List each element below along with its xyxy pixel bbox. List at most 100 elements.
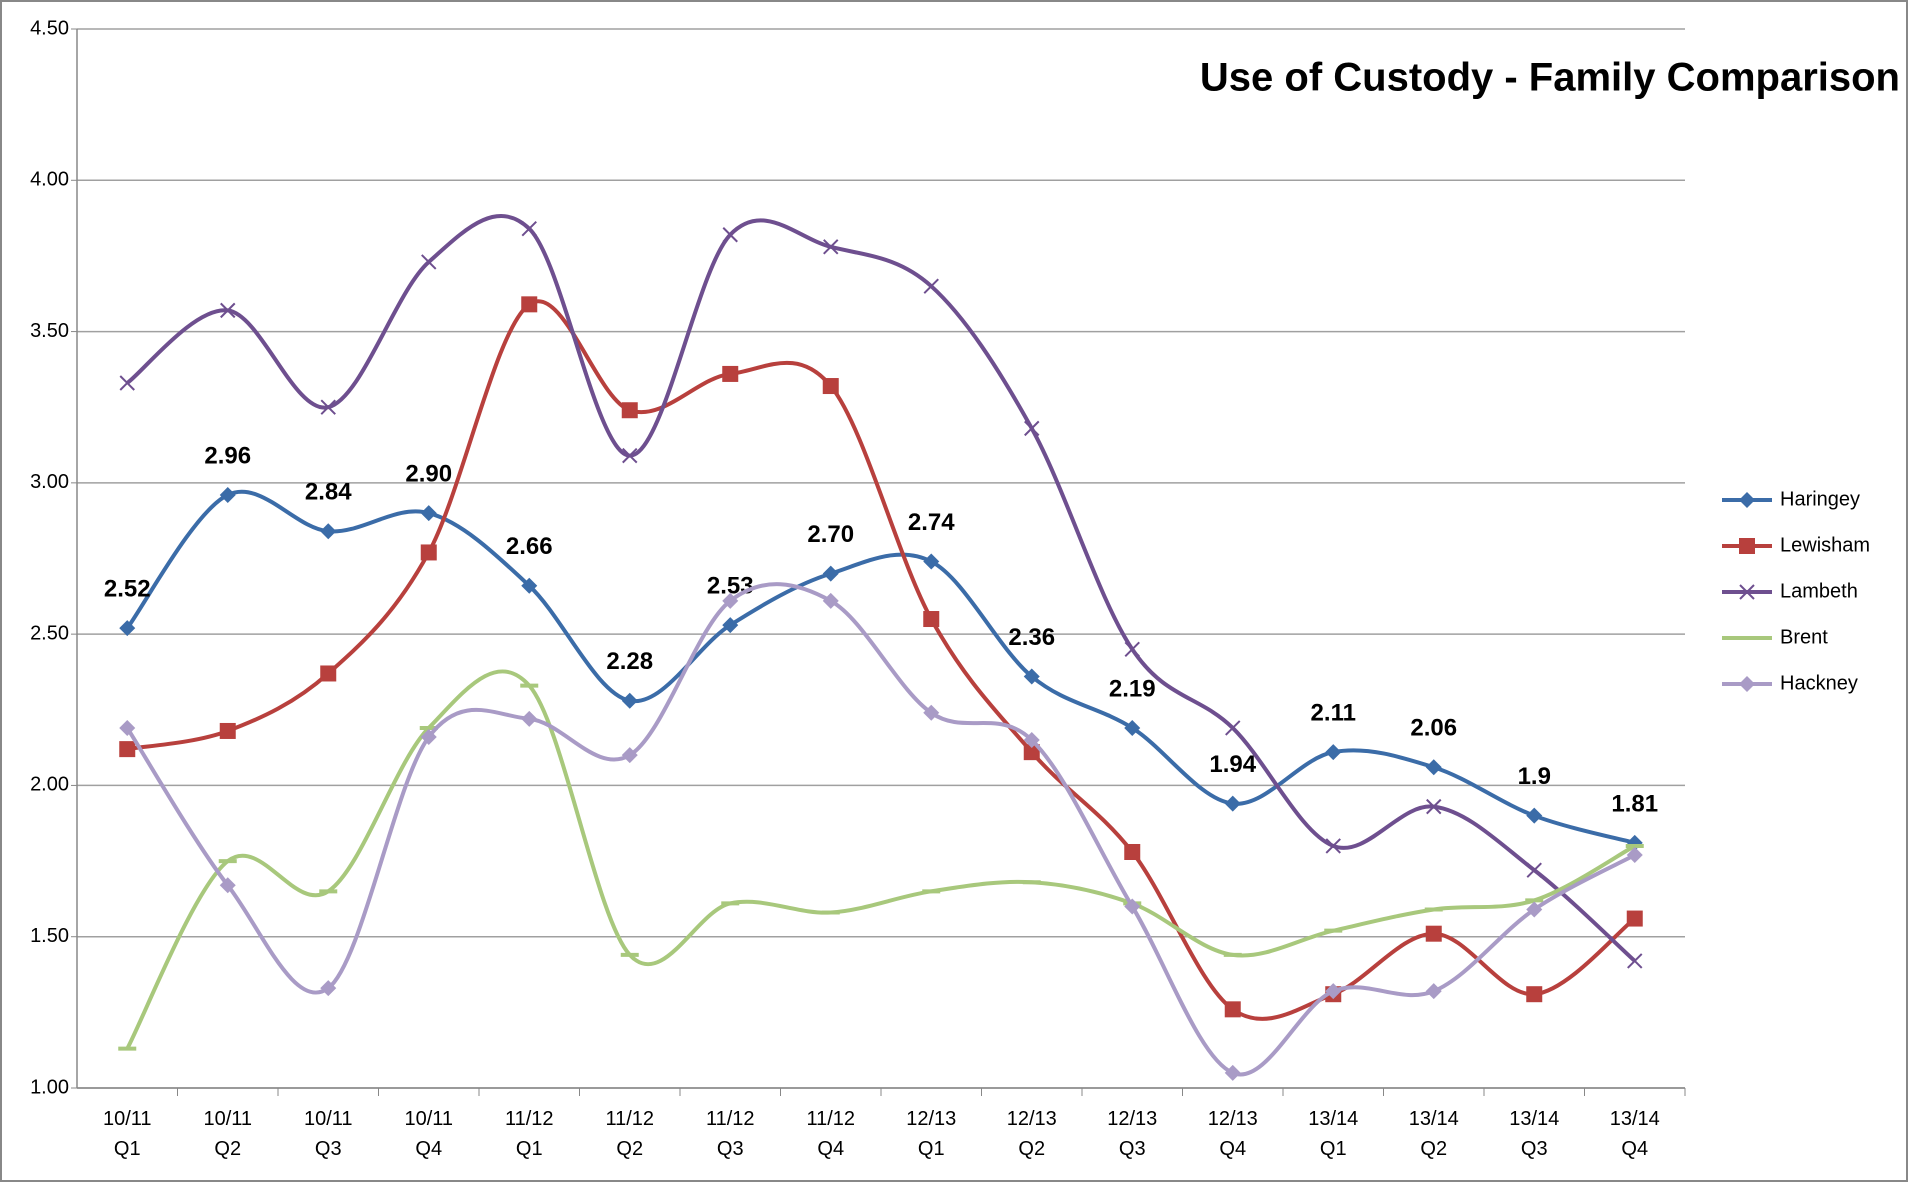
data-point [1325, 838, 1341, 854]
data-point [1626, 847, 1643, 864]
data-point [1526, 901, 1543, 918]
y-tick-label: 1.00 [30, 1076, 69, 1098]
x-tick-label-line: Q3 [1119, 1138, 1146, 1160]
x-tick-label-line: 12/13 [1007, 1108, 1057, 1130]
x-tick-label-line: 10/11 [103, 1108, 152, 1130]
x-tick-label-line: 11/12 [605, 1108, 654, 1130]
x-tick-label-line: Q2 [1018, 1138, 1045, 1160]
legend-marker [1739, 584, 1755, 600]
data-label: 2.19 [1109, 675, 1156, 702]
data-point [1124, 641, 1140, 657]
x-tick-label-line: 10/11 [203, 1108, 252, 1130]
x-tick-label-line: 10/11 [404, 1108, 453, 1130]
data-point [622, 447, 638, 464]
data-point [219, 722, 236, 739]
legend-label: Hackney [1780, 672, 1858, 694]
legend-label: Brent [1780, 626, 1828, 648]
data-point [1023, 668, 1040, 685]
x-tick-label: 10/11 Q3 [304, 1108, 353, 1160]
x-tick-label: 10/11 Q2 [203, 1108, 252, 1160]
x-tick-label-line: 12/13 [906, 1108, 956, 1130]
x-tick-label-line: Q2 [214, 1138, 241, 1160]
data-point [420, 729, 437, 746]
x-tick-label-line: Q1 [1320, 1138, 1347, 1160]
data-point [722, 617, 739, 634]
data-label: 2.74 [908, 509, 955, 536]
data-point [420, 505, 437, 522]
data-point [521, 577, 538, 594]
data-label: 2.28 [606, 648, 653, 675]
x-tick-label-line: 13/14 [1610, 1108, 1660, 1130]
data-point [1124, 719, 1141, 736]
x-tick-label-line: Q3 [717, 1138, 744, 1160]
data-point [1526, 862, 1542, 878]
data-point [923, 704, 940, 721]
data-label: 2.84 [305, 479, 352, 506]
legend-marker [1739, 492, 1755, 508]
y-tick-label: 4.50 [30, 17, 69, 39]
x-tick-label-line: 10/11 [304, 1108, 353, 1130]
data-point [621, 747, 638, 764]
data-point [621, 402, 638, 419]
data-point [923, 553, 940, 570]
data-point [1224, 795, 1241, 812]
legend-label: Lambeth [1780, 580, 1858, 602]
series-line [126, 214, 1637, 963]
data-label: 1.94 [1209, 751, 1256, 778]
x-tick-label-line: 11/12 [806, 1108, 855, 1130]
x-tick-label-line: Q3 [315, 1138, 342, 1160]
x-tick-label-line: Q4 [415, 1138, 442, 1160]
x-tick-label-line: Q4 [1219, 1138, 1246, 1160]
legend-marker [1739, 538, 1755, 554]
data-point [219, 486, 236, 503]
data-point [822, 565, 839, 582]
legend-label: Haringey [1780, 488, 1860, 510]
data-point [320, 665, 337, 682]
data-point [1425, 759, 1442, 776]
x-tick-label-line: Q4 [817, 1138, 844, 1160]
data-label: 2.52 [104, 575, 151, 602]
data-point [1224, 1064, 1241, 1081]
x-tick-label: 10/11 Q1 [103, 1108, 152, 1160]
x-tick-label: 10/11 Q4 [404, 1108, 453, 1160]
y-tick-label: 2.50 [30, 622, 69, 644]
data-point [1325, 744, 1342, 761]
y-tick-label: 1.50 [30, 925, 69, 947]
x-tick-label-line: Q3 [1521, 1138, 1548, 1160]
data-label: 1.81 [1611, 790, 1658, 817]
y-tick-label: 3.50 [30, 320, 69, 342]
data-label: 2.06 [1410, 715, 1457, 742]
data-point [1023, 732, 1040, 749]
x-tick-label-line: 13/14 [1409, 1108, 1459, 1130]
x-tick-label-line: Q1 [114, 1138, 141, 1160]
x-tick-label: 11/12 Q4 [806, 1108, 855, 1160]
series-line [125, 669, 1636, 1050]
data-point [722, 227, 738, 243]
x-tick-label-line: 11/12 [505, 1108, 554, 1130]
chart-title: Use of Custody - Family Comparison [1200, 56, 1900, 100]
x-tick-label-line: 13/14 [1308, 1108, 1358, 1130]
series-line [125, 582, 1636, 1077]
x-tick-label: 13/14 Q2 [1409, 1108, 1459, 1160]
series-line [126, 299, 1636, 1021]
data-label: 1.9 [1518, 763, 1551, 790]
data-label: 2.70 [807, 521, 854, 548]
legend-marker [1739, 676, 1755, 692]
data-point [420, 544, 437, 561]
data-point [621, 692, 638, 709]
x-tick-label: 11/12 Q2 [605, 1108, 654, 1160]
data-point [320, 523, 337, 540]
x-tick-label-line: 12/13 [1107, 1108, 1157, 1130]
data-point [1526, 986, 1543, 1003]
data-label: 2.66 [506, 533, 553, 560]
series-line [125, 489, 1636, 845]
data-point [923, 611, 940, 628]
y-tick-label: 4.00 [30, 169, 69, 191]
data-point [1124, 843, 1141, 860]
data-point [521, 296, 538, 313]
data-point [521, 710, 538, 727]
data-point [1023, 744, 1040, 761]
data-point [822, 378, 839, 395]
